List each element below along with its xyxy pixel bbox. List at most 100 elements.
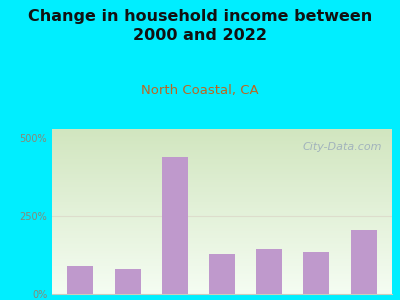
Bar xyxy=(52,132,392,134)
Bar xyxy=(52,291,392,292)
Bar xyxy=(52,150,392,152)
Bar xyxy=(52,198,392,200)
Bar xyxy=(52,188,392,190)
Bar xyxy=(67,266,93,294)
Bar xyxy=(52,167,392,169)
Bar xyxy=(52,243,392,244)
Bar xyxy=(52,165,392,167)
Bar xyxy=(52,205,392,206)
Bar xyxy=(52,246,392,248)
Bar xyxy=(52,130,392,132)
Bar xyxy=(52,180,392,182)
Bar xyxy=(52,147,392,149)
Bar xyxy=(52,253,392,254)
Bar xyxy=(52,249,392,251)
Bar xyxy=(52,276,392,278)
Bar xyxy=(52,206,392,208)
Text: City-Data.com: City-Data.com xyxy=(302,142,382,152)
Bar xyxy=(52,264,392,266)
Bar xyxy=(52,228,392,230)
Bar xyxy=(52,272,392,274)
Bar xyxy=(52,235,392,236)
Bar xyxy=(52,225,392,226)
Text: North Coastal, CA: North Coastal, CA xyxy=(141,84,259,97)
Bar xyxy=(52,137,392,139)
Bar xyxy=(52,271,392,272)
Bar xyxy=(52,170,392,172)
Bar xyxy=(52,289,392,291)
Bar xyxy=(52,164,392,165)
Bar xyxy=(52,278,392,279)
Bar xyxy=(52,140,392,142)
Bar xyxy=(52,159,392,160)
Bar xyxy=(162,157,188,294)
Text: Change in household income between
2000 and 2022: Change in household income between 2000 … xyxy=(28,9,372,43)
Bar xyxy=(52,268,392,269)
Bar xyxy=(52,251,392,253)
Bar xyxy=(52,259,392,261)
Bar xyxy=(52,142,392,144)
Bar xyxy=(52,239,392,241)
Bar xyxy=(52,160,392,162)
Bar xyxy=(114,269,140,294)
Bar xyxy=(52,169,392,170)
Bar xyxy=(52,175,392,177)
Bar xyxy=(52,213,392,215)
Bar xyxy=(52,269,392,271)
Bar xyxy=(52,173,392,175)
Bar xyxy=(52,157,392,159)
Bar xyxy=(52,284,392,286)
Bar xyxy=(52,134,392,136)
Bar xyxy=(52,292,392,294)
Bar xyxy=(351,230,377,294)
Bar xyxy=(52,261,392,263)
Bar xyxy=(52,155,392,157)
Bar xyxy=(52,230,392,231)
Bar xyxy=(52,190,392,192)
Bar xyxy=(52,241,392,243)
Bar xyxy=(52,212,392,213)
Bar xyxy=(52,202,392,203)
Bar xyxy=(52,200,392,202)
Bar xyxy=(52,177,392,178)
Bar xyxy=(52,286,392,287)
Bar xyxy=(52,129,392,130)
Bar xyxy=(52,283,392,284)
Bar xyxy=(52,279,392,281)
Bar xyxy=(256,249,282,294)
Bar xyxy=(52,193,392,195)
Bar xyxy=(52,263,392,264)
Bar xyxy=(52,210,392,212)
Bar xyxy=(52,144,392,146)
Bar xyxy=(52,152,392,154)
Bar xyxy=(52,182,392,183)
Bar xyxy=(52,220,392,221)
Bar xyxy=(52,216,392,218)
Bar xyxy=(52,139,392,140)
Bar xyxy=(304,252,330,294)
Bar xyxy=(52,203,392,205)
Bar xyxy=(52,187,392,188)
Bar xyxy=(52,281,392,283)
Bar xyxy=(52,236,392,238)
Bar xyxy=(52,287,392,289)
Bar xyxy=(52,274,392,276)
Bar xyxy=(52,146,392,147)
Bar xyxy=(52,258,392,259)
Bar xyxy=(52,172,392,173)
Bar xyxy=(52,178,392,180)
Bar xyxy=(52,192,392,193)
Bar xyxy=(52,248,392,249)
Bar xyxy=(52,221,392,223)
Bar xyxy=(52,231,392,233)
Bar xyxy=(52,162,392,164)
Bar xyxy=(52,197,392,198)
Bar xyxy=(209,254,235,294)
Bar xyxy=(52,266,392,268)
Bar xyxy=(52,223,392,225)
Bar xyxy=(52,183,392,185)
Bar xyxy=(52,233,392,235)
Bar xyxy=(52,256,392,258)
Bar xyxy=(52,208,392,210)
Bar xyxy=(52,218,392,220)
